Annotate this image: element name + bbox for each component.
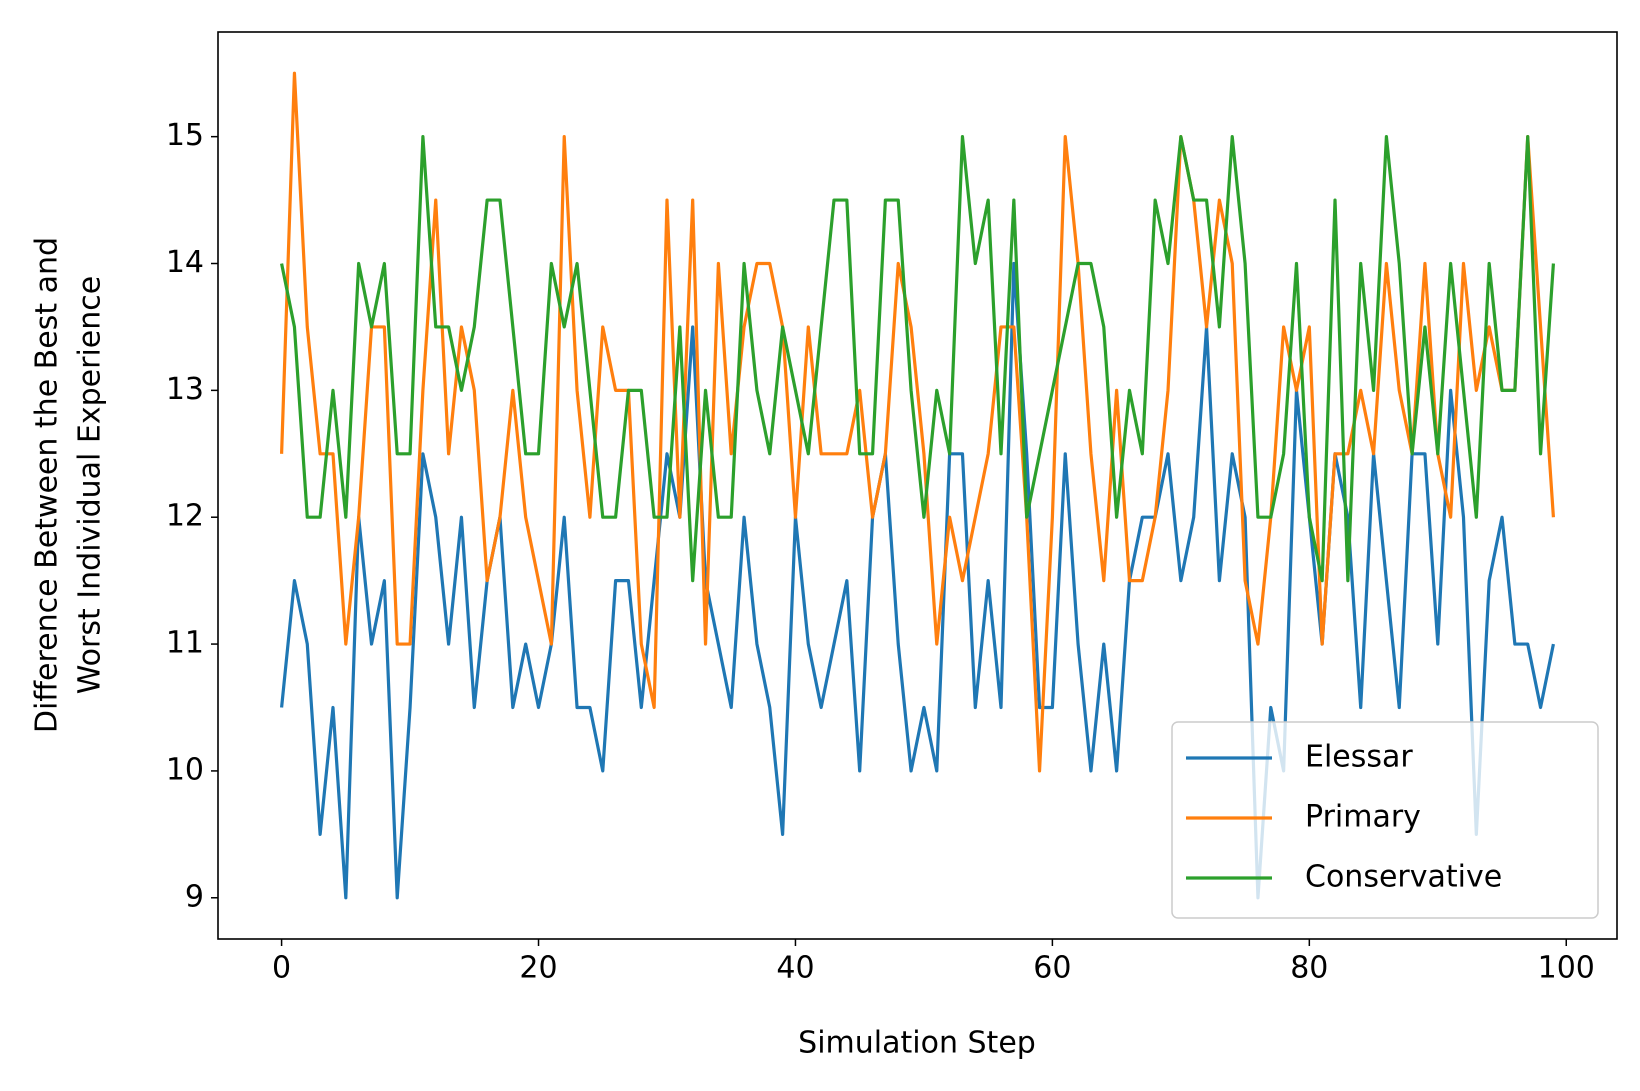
y-tick-label: 13 [166, 372, 204, 407]
x-tick-label: 40 [776, 951, 814, 986]
legend-label: Elessar [1305, 740, 1413, 775]
line [280, 135, 1556, 583]
x-tick-label: 60 [1033, 951, 1071, 986]
y-tick-label: 12 [166, 499, 204, 534]
y-axis-label: Difference Between the Best and [30, 237, 65, 733]
x-tick-label: 100 [1538, 951, 1595, 986]
y-tick-label: 9 [185, 879, 204, 914]
x-tick-label: 0 [272, 951, 291, 986]
x-tick-label: 20 [519, 951, 557, 986]
legend-label: Conservative [1305, 860, 1502, 895]
x-tick-label: 80 [1290, 951, 1328, 986]
legend-label: Primary [1305, 800, 1421, 835]
legend: Elessar Primary Conservative [1171, 721, 1599, 919]
y-tick-label: 15 [166, 118, 204, 153]
y-axis-label: Worst Individual Experience [73, 276, 108, 694]
x-axis-label: Simulation Step [798, 1026, 1036, 1061]
y-tick-label: 10 [166, 752, 204, 787]
legend-box [1171, 721, 1599, 919]
line [279, 71, 1556, 773]
y-tick-label: 14 [166, 245, 204, 280]
y-tick-label: 11 [166, 626, 204, 661]
plot-frame [217, 31, 1618, 940]
